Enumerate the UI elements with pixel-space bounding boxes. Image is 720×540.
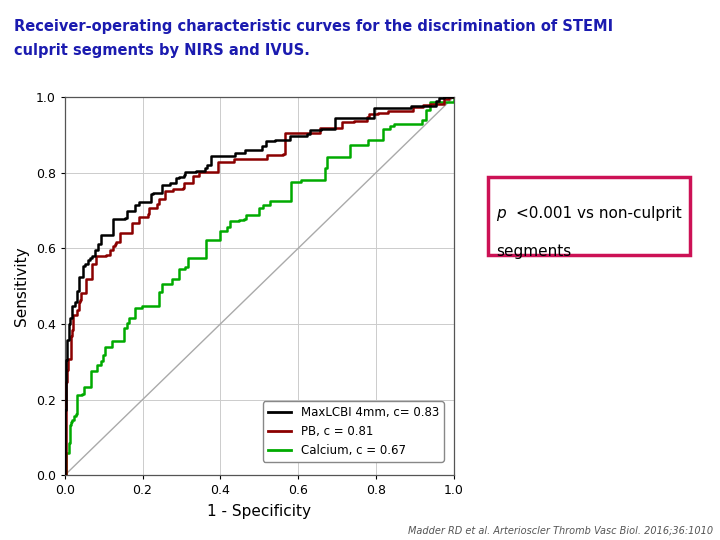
X-axis label: 1 - Specificity: 1 - Specificity bbox=[207, 504, 311, 519]
Text: <0.001 vs non-culprit: <0.001 vs non-culprit bbox=[516, 206, 682, 221]
Text: culprit segments by NIRS and IVUS.: culprit segments by NIRS and IVUS. bbox=[14, 43, 310, 58]
Text: p: p bbox=[496, 206, 506, 221]
Text: segments: segments bbox=[496, 244, 572, 259]
Text: Madder RD et al. Arterioscler Thromb Vasc Biol. 2016;36:1010: Madder RD et al. Arterioscler Thromb Vas… bbox=[408, 525, 713, 536]
Legend: MaxLCBI 4mm, c= 0.83, PB, c = 0.81, Calcium, c = 0.67: MaxLCBI 4mm, c= 0.83, PB, c = 0.81, Calc… bbox=[263, 401, 444, 462]
Text: Receiver-operating characteristic curves for the discrimination of STEMI: Receiver-operating characteristic curves… bbox=[14, 19, 613, 34]
FancyBboxPatch shape bbox=[487, 177, 690, 255]
Y-axis label: Sensitivity: Sensitivity bbox=[14, 246, 29, 326]
